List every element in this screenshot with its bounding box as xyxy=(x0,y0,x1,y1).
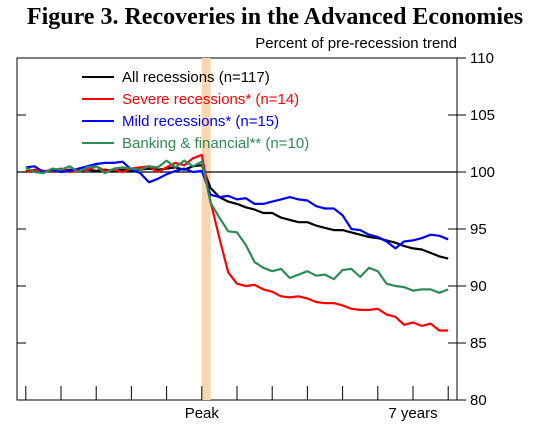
legend-label-3: Banking & financial** (n=10) xyxy=(122,135,309,152)
y-tick-label-95: 95 xyxy=(470,221,487,238)
series-line-0 xyxy=(25,164,449,260)
x-tick-label: 7 years xyxy=(388,405,437,422)
chart-title: Figure 3. Recoveries in the Advanced Eco… xyxy=(26,4,524,30)
y-tick-label-80: 80 xyxy=(470,392,487,409)
plot-area xyxy=(16,57,458,401)
legend-label-2: Mild recessions* (n=15) xyxy=(122,113,279,130)
series-line-1 xyxy=(25,153,449,332)
series-line-2 xyxy=(25,160,449,250)
y-tick-label-85: 85 xyxy=(470,335,487,352)
y-axis-unit-label: Percent of pre-recession trend xyxy=(255,35,457,52)
y-tick-label-110: 110 xyxy=(470,50,494,67)
x-tick-label: Peak xyxy=(185,405,220,422)
y-tick-label-100: 100 xyxy=(470,164,495,181)
y-tick-label-90: 90 xyxy=(470,278,487,295)
recession-peak-band xyxy=(201,58,211,400)
legend-label-0: All recessions (n=117) xyxy=(122,69,270,86)
y-tick-label-105: 105 xyxy=(470,107,495,124)
series-line-3 xyxy=(25,159,449,294)
legend-label-1: Severe recessions* (n=14) xyxy=(122,91,299,108)
